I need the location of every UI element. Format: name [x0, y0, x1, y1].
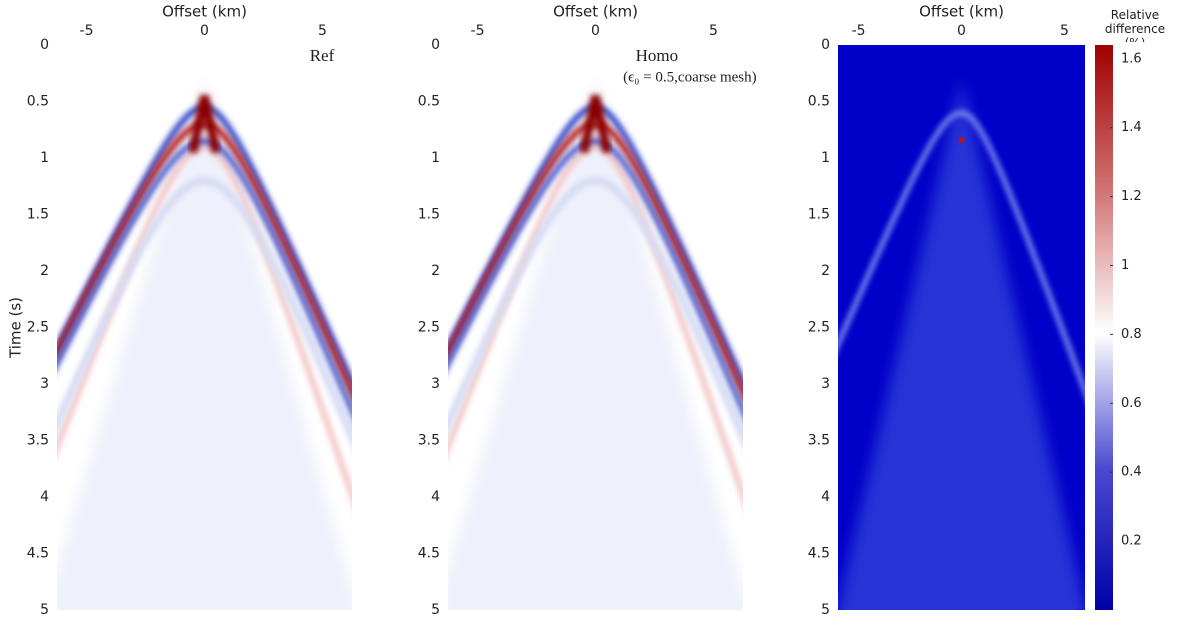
y-tick-label: 1: [431, 150, 440, 166]
hotspot: [958, 136, 965, 143]
x-tick-label: -5: [852, 23, 866, 39]
colorbar-tick-label: 0.6: [1121, 396, 1142, 411]
y-tick-label: 4.5: [27, 546, 49, 562]
y-tick-label: 3.5: [418, 433, 440, 449]
panel: -5 0 5 0 0.5 1 1.5 2 2.5 3 3.5 4 4.5 5 Offset (km) Time…: [7, 3, 352, 618]
cone: [57, 78, 352, 610]
late-arrival: [57, 143, 352, 504]
y-tick-label: 1.5: [418, 207, 440, 223]
y-tick-label: 1: [821, 150, 830, 166]
x-tick-label: 0: [200, 23, 209, 39]
x-axis-label: Offset (km): [162, 3, 247, 21]
y-tick-label: 0.5: [808, 94, 830, 110]
colorbar-label: Relative difference (%): [1104, 8, 1166, 42]
colorbar-tick-label: 0.8: [1121, 327, 1142, 342]
x-tick-label: 0: [591, 23, 600, 39]
heatmap-image: [838, 45, 1085, 610]
y-tick-label: 3: [821, 376, 830, 392]
panel: -5 0 5 0 0.5 1 1.5 2 2.5 3 3.5 4 4.5 5 Offset (km) 0.2 0…: [808, 3, 1166, 619]
y-tick-label: 3.5: [808, 433, 830, 449]
y-tick-label: 2.5: [27, 320, 49, 336]
colorbar: [1095, 45, 1113, 610]
y-axis-label: Time (s): [7, 297, 25, 359]
colorbar-tick-label: 0.2: [1121, 534, 1142, 549]
y-tick-label: 0: [431, 37, 440, 53]
y-tick-label: 3.5: [27, 433, 49, 449]
y-tick-label: 0: [40, 37, 49, 53]
cone: [448, 78, 743, 610]
x-tick-label: 5: [1060, 23, 1069, 39]
y-tick-label: 2.5: [808, 320, 830, 336]
heatmap-image: [448, 45, 743, 610]
x-tick-label: 5: [318, 23, 327, 39]
y-tick-label: 2: [821, 263, 830, 279]
colorbar-tick-label: 1: [1121, 258, 1129, 273]
late-arrival: [448, 176, 743, 447]
y-tick-label: 4.5: [808, 546, 830, 562]
y-tick-label: 1.5: [808, 207, 830, 223]
apex: [188, 94, 221, 154]
y-tick-label: 3: [431, 376, 440, 392]
colorbar-tick-label: 1.4: [1121, 120, 1142, 135]
arrival-blue: [57, 138, 352, 418]
annotation: (ϵ₀ = 0.5,coarse mesh): [623, 69, 756, 85]
heatmap-image: [57, 45, 352, 610]
x-axis-label: Offset (km): [553, 3, 638, 21]
y-tick-label: 0: [821, 37, 830, 53]
late-arrival: [57, 176, 352, 447]
y-tick-label: 5: [431, 602, 440, 618]
y-tick-label: 5: [821, 602, 830, 618]
y-tick-label: 0.5: [27, 94, 49, 110]
y-tick-label: 2: [40, 263, 49, 279]
colorbar-tick-label: 1.2: [1121, 189, 1142, 204]
y-tick-label: 2.5: [418, 320, 440, 336]
x-tick-label: -5: [80, 23, 94, 39]
y-tick-label: 1.5: [27, 207, 49, 223]
colorbar-label-box: Relative difference (%): [1104, 8, 1166, 42]
y-tick-label: 1: [40, 150, 49, 166]
y-tick-label: 2: [431, 263, 440, 279]
panel: -5 0 5 0 0.5 1 1.5 2 2.5 3 3.5 4 4.5 5 Offset (km) Homo…: [418, 3, 757, 619]
y-tick-label: 4.5: [418, 546, 440, 562]
annotation: Homo: [636, 46, 679, 65]
arrival-red: [448, 121, 743, 401]
y-tick-label: 0.5: [418, 94, 440, 110]
y-tick-label: 4: [431, 489, 440, 505]
cone: [838, 78, 1085, 610]
annotation: Ref: [310, 46, 335, 65]
x-tick-label: -5: [471, 23, 485, 39]
y-tick-label: 4: [821, 489, 830, 505]
arrival-red: [57, 121, 352, 401]
x-tick-label: 5: [709, 23, 718, 39]
y-tick-label: 3: [40, 376, 49, 392]
arrival-blue: [448, 138, 743, 418]
x-axis-label: Offset (km): [919, 3, 1004, 21]
y-tick-label: 4: [40, 489, 49, 505]
x-tick-label: 0: [957, 23, 966, 39]
colorbar-tick-label: 0.4: [1121, 465, 1142, 480]
late-arrival: [448, 143, 743, 504]
y-tick-label: 5: [40, 602, 49, 618]
apex: [579, 94, 612, 154]
colorbar-tick-label: 1.6: [1121, 51, 1142, 66]
